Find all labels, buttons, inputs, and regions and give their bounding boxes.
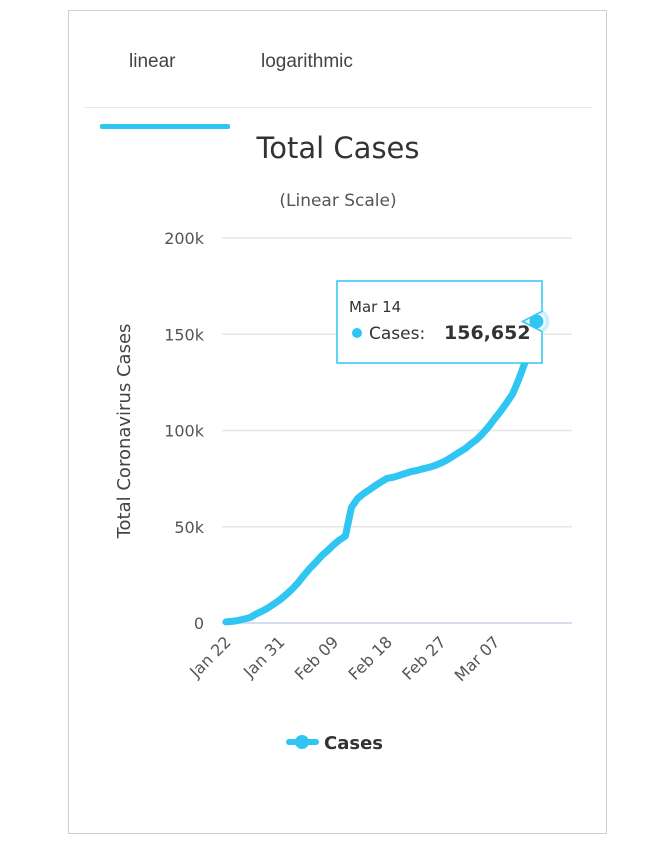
data-point[interactable] [378, 479, 384, 485]
tooltip-series-dot [352, 328, 362, 338]
data-point[interactable] [504, 400, 510, 406]
data-point[interactable] [516, 377, 522, 383]
active-tab-indicator [100, 124, 230, 129]
x-tick-label: Jan 22 [185, 632, 235, 682]
data-point[interactable] [492, 416, 498, 422]
tooltip-date: Mar 14 [349, 298, 401, 316]
data-point[interactable] [324, 548, 330, 554]
tooltip-value: 156,652 [444, 322, 531, 344]
legend-label[interactable]: Cases [324, 733, 383, 754]
data-point[interactable] [330, 542, 336, 548]
data-point[interactable] [414, 468, 420, 474]
data-point[interactable] [396, 472, 402, 478]
data-point[interactable] [432, 462, 438, 468]
data-point[interactable] [307, 566, 313, 572]
y-tick-label: 200k [164, 229, 205, 248]
legend-marker-icon [295, 735, 309, 749]
data-point[interactable] [313, 559, 319, 565]
data-point[interactable] [420, 466, 426, 472]
data-point[interactable] [360, 491, 366, 497]
data-point[interactable] [235, 617, 241, 623]
data-point[interactable] [289, 587, 295, 593]
tooltip-box [336, 280, 543, 364]
chart-subtitle: (Linear Scale) [279, 191, 396, 211]
tooltip: Mar 14 Cases: 156,652 [336, 280, 543, 364]
data-point[interactable] [259, 608, 265, 614]
x-tick-label: Feb 09 [291, 632, 342, 683]
data-point[interactable] [277, 597, 283, 603]
x-tick-label: Jan 31 [239, 632, 289, 682]
data-point[interactable] [486, 424, 492, 430]
data-point[interactable] [462, 446, 468, 452]
y-axis-label: Total Coronavirus Cases [114, 324, 135, 540]
data-point[interactable] [468, 441, 474, 447]
data-point[interactable] [402, 470, 408, 476]
y-tick-label: 150k [164, 325, 205, 344]
data-point[interactable] [319, 553, 325, 559]
data-point[interactable] [336, 537, 342, 543]
x-tick-label: Mar 07 [451, 632, 504, 685]
data-point[interactable] [444, 457, 450, 463]
series-line-cases [222, 317, 540, 626]
x-tick-label: Feb 18 [345, 632, 396, 683]
y-tick-label: 50k [174, 518, 204, 537]
data-point[interactable] [390, 474, 396, 480]
data-point[interactable] [480, 431, 486, 437]
data-point[interactable] [223, 619, 229, 625]
data-point[interactable] [456, 449, 462, 455]
chart-title: Total Cases [255, 131, 419, 165]
data-point[interactable] [426, 464, 432, 470]
data-point[interactable] [474, 437, 480, 443]
data-point[interactable] [342, 533, 348, 539]
data-point[interactable] [301, 573, 307, 579]
data-point[interactable] [265, 605, 271, 611]
data-point[interactable] [498, 408, 504, 414]
data-point[interactable] [510, 391, 516, 397]
tooltip-series-name: Cases: [369, 324, 425, 344]
data-point[interactable] [271, 601, 277, 607]
data-point[interactable] [229, 618, 235, 624]
data-point[interactable] [247, 615, 253, 621]
tab-linear[interactable]: linear [129, 51, 176, 72]
chart-card: linear logarithmic [68, 10, 607, 834]
y-tick-label: 100k [164, 422, 205, 441]
scale-tabs: linear logarithmic [84, 41, 592, 129]
data-point[interactable] [348, 505, 354, 511]
tab-logarithmic[interactable]: logarithmic [261, 51, 353, 72]
data-point[interactable] [295, 580, 301, 586]
data-point[interactable] [366, 487, 372, 493]
data-point[interactable] [283, 592, 289, 598]
y-tick-label: 0 [194, 614, 204, 633]
data-point[interactable] [372, 483, 378, 489]
x-tick-label: Feb 27 [398, 632, 449, 683]
data-point[interactable] [384, 475, 390, 481]
data-point[interactable] [408, 469, 414, 475]
data-point[interactable] [253, 611, 259, 617]
data-point[interactable] [438, 460, 444, 466]
legend[interactable]: Cases [286, 733, 383, 754]
data-point[interactable] [354, 496, 360, 502]
data-point[interactable] [450, 453, 456, 459]
data-point[interactable] [241, 616, 247, 622]
